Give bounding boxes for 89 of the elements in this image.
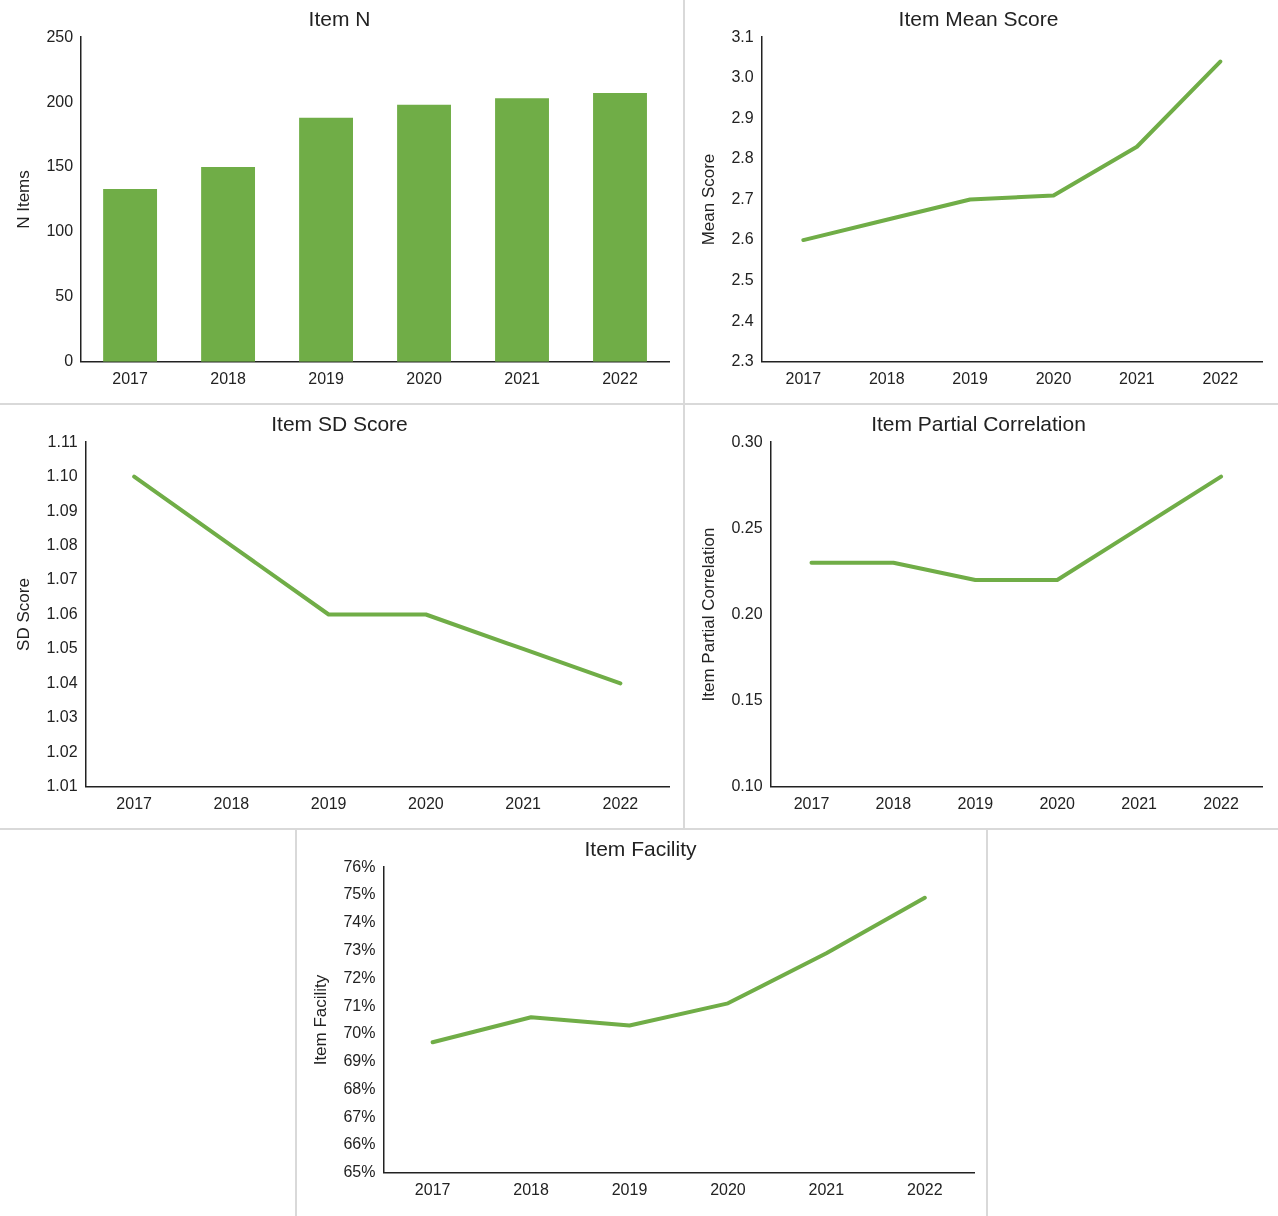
x-tick-label: 2019: [952, 369, 989, 387]
y-tick-label: 0.30: [731, 432, 763, 450]
y-tick-label: 0: [64, 352, 74, 370]
y-tick-label: 1.02: [46, 742, 78, 760]
y-tick-label: 1.04: [46, 673, 78, 691]
x-tick-label: 2022: [602, 369, 638, 387]
y-axis-title: N Items: [13, 170, 33, 229]
y-tick-label: 1.08: [46, 535, 78, 553]
x-tick-label: 2020: [710, 1180, 746, 1198]
x-tick-label: 2020: [1035, 369, 1072, 387]
bar: [495, 98, 549, 362]
y-tick-label: 1.11: [47, 432, 78, 450]
y-tick-label: 1.03: [46, 708, 78, 726]
y-tick-label: 1.07: [46, 570, 78, 588]
y-tick-label: 3.0: [731, 68, 754, 86]
x-tick-label: 2020: [406, 369, 442, 387]
y-tick-label: 150: [46, 157, 74, 175]
y-tick-label: 65%: [343, 1163, 376, 1181]
chart-title: Item SD Score: [271, 412, 408, 436]
x-tick-label: 2017: [785, 369, 822, 387]
y-tick-label: 68%: [343, 1079, 376, 1097]
y-tick-label: 2.6: [731, 230, 754, 248]
y-tick-label: 73%: [343, 940, 376, 958]
y-tick-label: 66%: [343, 1135, 376, 1153]
bar: [299, 117, 353, 362]
chart-title: Item Facility: [584, 837, 698, 861]
y-tick-label: 1.06: [46, 604, 78, 622]
x-tick-label: 2021: [505, 794, 542, 812]
y-tick-label: 0.15: [731, 691, 763, 709]
y-tick-label: 1.05: [46, 639, 78, 657]
bar: [397, 104, 451, 362]
y-tick-label: 72%: [343, 968, 376, 986]
x-tick-label: 2022: [602, 794, 639, 812]
y-tick-label: 1.09: [46, 501, 78, 519]
x-tick-label: 2018: [210, 369, 246, 387]
x-tick-label: 2021: [808, 1180, 845, 1198]
y-axis-title: Mean Score: [698, 153, 718, 246]
y-tick-label: 69%: [343, 1052, 376, 1070]
y-tick-label: 50: [55, 287, 74, 305]
x-tick-label: 2018: [513, 1180, 549, 1198]
x-tick-label: 2020: [1039, 794, 1076, 812]
y-tick-label: 2.9: [731, 108, 754, 126]
chart-title: Item Mean Score: [898, 7, 1059, 31]
y-tick-label: 3.1: [731, 27, 754, 45]
x-tick-label: 2022: [1203, 794, 1239, 812]
bar: [593, 93, 647, 362]
y-tick-label: 67%: [343, 1107, 376, 1125]
chart-title: Item Partial Correlation: [871, 412, 1086, 436]
x-tick-label: 2019: [957, 794, 994, 812]
bar: [201, 167, 256, 362]
y-tick-label: 100: [46, 222, 74, 240]
x-tick-label: 2017: [112, 369, 148, 387]
x-tick-label: 2018: [213, 794, 250, 812]
y-axis-title: Item Partial Correlation: [698, 527, 718, 702]
y-tick-label: 70%: [343, 1024, 376, 1042]
x-tick-label: 2022: [1202, 369, 1239, 387]
y-tick-label: 71%: [343, 996, 376, 1014]
y-tick-label: 1.01: [46, 777, 78, 795]
y-tick-label: 76%: [343, 857, 376, 875]
x-tick-label: 2021: [1121, 794, 1158, 812]
y-axis-title: SD Score: [13, 578, 33, 651]
y-tick-label: 2.3: [731, 352, 754, 370]
x-tick-label: 2017: [793, 794, 830, 812]
x-tick-label: 2019: [310, 794, 347, 812]
y-tick-label: 200: [46, 92, 74, 110]
x-tick-label: 2021: [504, 369, 540, 387]
x-tick-label: 2021: [1119, 369, 1155, 387]
chart-title: Item N: [308, 7, 371, 31]
y-tick-label: 0.10: [731, 777, 763, 795]
x-tick-label: 2018: [868, 369, 905, 387]
y-axis-title: Item Facility: [310, 974, 330, 1066]
x-tick-label: 2017: [414, 1180, 451, 1198]
y-tick-label: 75%: [343, 885, 376, 903]
bar: [103, 189, 158, 362]
x-tick-label: 2018: [875, 794, 912, 812]
y-tick-label: 2.5: [731, 271, 754, 289]
x-tick-label: 2017: [116, 794, 153, 812]
y-tick-label: 0.20: [731, 604, 763, 622]
y-tick-label: 74%: [343, 913, 376, 931]
x-tick-label: 2019: [308, 369, 344, 387]
y-tick-label: 2.7: [731, 189, 754, 207]
y-tick-label: 250: [46, 27, 74, 45]
y-tick-label: 2.8: [731, 149, 754, 167]
x-tick-label: 2022: [906, 1180, 943, 1198]
y-tick-label: 2.4: [731, 311, 754, 329]
y-tick-label: 1.10: [46, 467, 78, 485]
x-tick-label: 2020: [408, 794, 444, 812]
y-tick-label: 0.25: [731, 518, 763, 536]
x-tick-label: 2019: [611, 1180, 648, 1198]
